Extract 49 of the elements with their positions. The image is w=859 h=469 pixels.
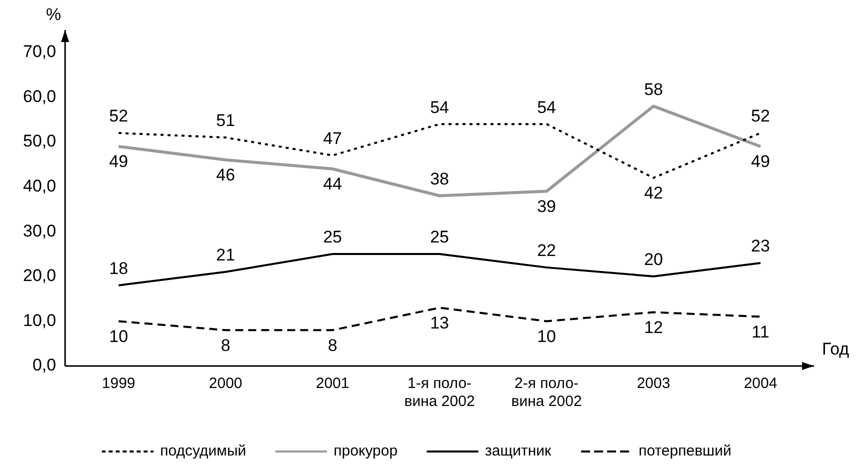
data-label: 52 (751, 106, 770, 126)
data-label: 10 (109, 326, 128, 346)
data-label: 54 (537, 98, 556, 117)
data-label: 38 (430, 169, 450, 188)
y-tick-label: 70,0 (22, 42, 56, 62)
y-tick-label: 50,0 (22, 132, 56, 151)
data-label: 51 (216, 111, 236, 130)
data-label: 44 (323, 174, 342, 194)
data-label: 54 (430, 98, 450, 117)
data-label: 20 (644, 250, 663, 270)
x-axis-title: Год (822, 340, 850, 359)
x-tick-label: 2-я поло- вина 2002 (511, 375, 582, 410)
data-label: 12 (644, 318, 663, 337)
legend-label: прокурор (334, 442, 398, 460)
data-label: 25 (323, 228, 342, 247)
legend-label: подсудимый (160, 442, 246, 460)
x-tick-label: 2001 (316, 375, 350, 392)
legend-label: защитник (485, 442, 552, 460)
data-label: 8 (328, 336, 338, 355)
data-label: 13 (430, 313, 450, 332)
data-label: 52 (109, 106, 128, 126)
data-label: 8 (220, 336, 230, 355)
data-label: 49 (109, 152, 128, 172)
y-tick-label: 0,0 (32, 356, 56, 375)
y-tick-label: 10,0 (22, 310, 56, 330)
data-label: 21 (216, 246, 236, 265)
data-label: 25 (430, 228, 450, 247)
data-label: 58 (644, 80, 663, 99)
x-tick-label: 2000 (208, 375, 242, 392)
x-tick-label: 1999 (102, 375, 136, 392)
x-tick-label: 1-я поло- вина 2002 (404, 375, 475, 410)
x-tick-label: 2003 (636, 375, 670, 392)
data-label: 47 (323, 129, 342, 148)
y-tick-label: 60,0 (22, 86, 56, 106)
y-tick-label: 40,0 (22, 176, 56, 196)
data-label: 39 (537, 196, 556, 216)
data-label: 49 (751, 152, 770, 172)
data-label: 42 (644, 184, 663, 203)
data-label: 46 (216, 166, 236, 185)
data-label: 22 (537, 241, 556, 260)
data-label: 10 (537, 326, 556, 346)
y-tick-label: 30,0 (22, 221, 56, 240)
data-label: 11 (752, 322, 770, 342)
data-label: 23 (751, 236, 770, 256)
y-tick-label: 20,0 (22, 266, 56, 286)
x-tick-label: 2004 (744, 375, 778, 392)
data-label: 18 (109, 259, 128, 278)
y-axis-title: % (46, 5, 62, 24)
legend-label: потерпевший (638, 442, 732, 460)
